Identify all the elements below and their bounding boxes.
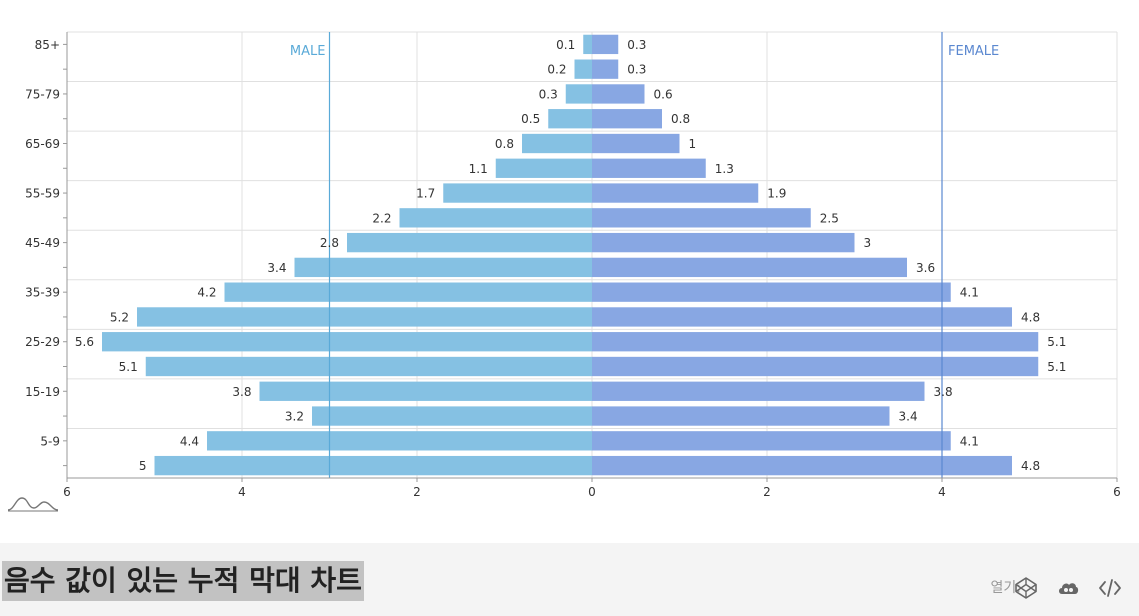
- data-label: 1.1: [469, 162, 488, 176]
- female-bar: [592, 109, 662, 129]
- data-label: 0.2: [547, 63, 566, 77]
- y-tick-label: 85+: [35, 38, 60, 52]
- data-label: 4.1: [960, 286, 979, 300]
- data-label: 1.3: [715, 162, 734, 176]
- female-bar: [592, 183, 759, 203]
- male-bar: [102, 332, 592, 352]
- data-label: 4.4: [180, 434, 199, 448]
- code-icon[interactable]: [1097, 575, 1123, 601]
- x-tick-label: 4: [238, 485, 246, 499]
- data-label: 3.2: [285, 410, 304, 424]
- data-label: 3.4: [899, 410, 918, 424]
- male-bar: [443, 183, 592, 203]
- data-label: 5: [139, 459, 147, 473]
- codepen-icon[interactable]: [1013, 575, 1039, 601]
- female-bar: [592, 257, 907, 278]
- male-bar: [207, 431, 592, 451]
- data-label: 5.6: [75, 335, 94, 349]
- cloud-icon[interactable]: [1055, 575, 1081, 601]
- female-bar: [592, 59, 619, 79]
- y-tick-label: 65-69: [25, 137, 60, 151]
- y-tick-label: 15-19: [25, 385, 60, 399]
- page-title: 음수 값이 있는 누적 막대 차트: [2, 561, 364, 601]
- female-bar: [592, 332, 1039, 352]
- data-label: 0.3: [627, 63, 646, 77]
- population-pyramid-chart: MALE FEMALE 5 4.4 3.2 3.8 5.1 5.6 5.2 4.2 3.4 2.8 2.…: [25, 31, 1121, 499]
- female-bar: [592, 84, 645, 104]
- data-label: 0.3: [627, 38, 646, 52]
- data-label: 0.1: [556, 38, 575, 52]
- y-tick-label: 35-39: [25, 286, 60, 300]
- data-label: 2.5: [820, 211, 839, 225]
- male-bar: [565, 84, 592, 104]
- female-bar: [592, 455, 1012, 476]
- male-bar: [347, 232, 592, 253]
- x-tick-label: 4: [938, 485, 946, 499]
- data-label: 5.2: [110, 310, 129, 324]
- male-bar: [312, 406, 592, 426]
- data-label: 1.7: [416, 187, 435, 201]
- male-bar: [224, 282, 592, 302]
- female-bar: [592, 307, 1012, 327]
- female-bar: [592, 208, 811, 228]
- data-label: 4.8: [1021, 310, 1040, 324]
- data-label: 3: [864, 236, 872, 250]
- female-bar: [592, 381, 925, 401]
- male-bar: [294, 257, 592, 278]
- female-bar: [592, 133, 680, 154]
- data-label: 1: [689, 137, 697, 151]
- chart-svg: MALE FEMALE 5 4.4 3.2 3.8 5.1 5.6 5.2 4.2 3.4 2.8 2.…: [25, 31, 1121, 499]
- male-bar: [495, 158, 592, 178]
- y-tick-label: 45-49: [25, 236, 60, 250]
- y-tick-label: 25-29: [25, 335, 60, 349]
- data-label: 3.4: [267, 261, 286, 275]
- annotation-label: MALE: [290, 44, 326, 59]
- data-label: 4.8: [1021, 459, 1040, 473]
- male-bar: [154, 455, 592, 476]
- male-bar: [548, 109, 592, 129]
- data-label: 0.8: [671, 112, 690, 126]
- data-label: 3.8: [232, 385, 251, 399]
- data-label: 0.8: [495, 137, 514, 151]
- x-tick-label: 6: [1113, 485, 1121, 499]
- female-bar: [592, 158, 706, 178]
- data-label: 4.2: [197, 286, 216, 300]
- y-tick-label: 55-59: [25, 187, 60, 201]
- x-tick-label: 0: [588, 485, 596, 499]
- male-bar: [522, 133, 592, 154]
- data-label: 1.9: [767, 187, 786, 201]
- data-label: 2.8: [320, 236, 339, 250]
- male-bar: [574, 59, 592, 79]
- male-bar: [259, 381, 592, 401]
- y-tick-label: 75-79: [25, 87, 60, 101]
- annotation-label: FEMALE: [948, 44, 999, 59]
- data-label: 5.1: [1047, 335, 1066, 349]
- female-bar: [592, 356, 1039, 377]
- male-bar: [137, 307, 592, 327]
- x-tick-label: 2: [413, 485, 421, 499]
- male-bar: [583, 34, 592, 55]
- data-label: 3.6: [916, 261, 935, 275]
- female-bar: [592, 431, 951, 451]
- wave-logo-icon: [7, 497, 59, 512]
- data-label: 0.6: [654, 87, 673, 101]
- female-bar: [592, 34, 619, 55]
- female-bar: [592, 282, 951, 302]
- data-label: 5.1: [1047, 360, 1066, 374]
- x-tick-label: 6: [63, 485, 71, 499]
- y-tick-label: 5-9: [40, 434, 60, 448]
- data-label: 4.1: [960, 434, 979, 448]
- male-bar: [399, 208, 592, 228]
- data-label: 0.5: [521, 112, 540, 126]
- data-label: 5.1: [119, 360, 138, 374]
- footer: 음수 값이 있는 누적 막대 차트 열기:: [0, 543, 1139, 616]
- data-label: 3.8: [934, 385, 953, 399]
- male-bar: [145, 356, 592, 377]
- data-label: 0.3: [539, 87, 558, 101]
- data-label: 2.2: [372, 211, 391, 225]
- open-label: 열기:: [990, 580, 1021, 596]
- female-bar: [592, 232, 855, 253]
- x-tick-label: 2: [763, 485, 771, 499]
- female-bar: [592, 406, 890, 426]
